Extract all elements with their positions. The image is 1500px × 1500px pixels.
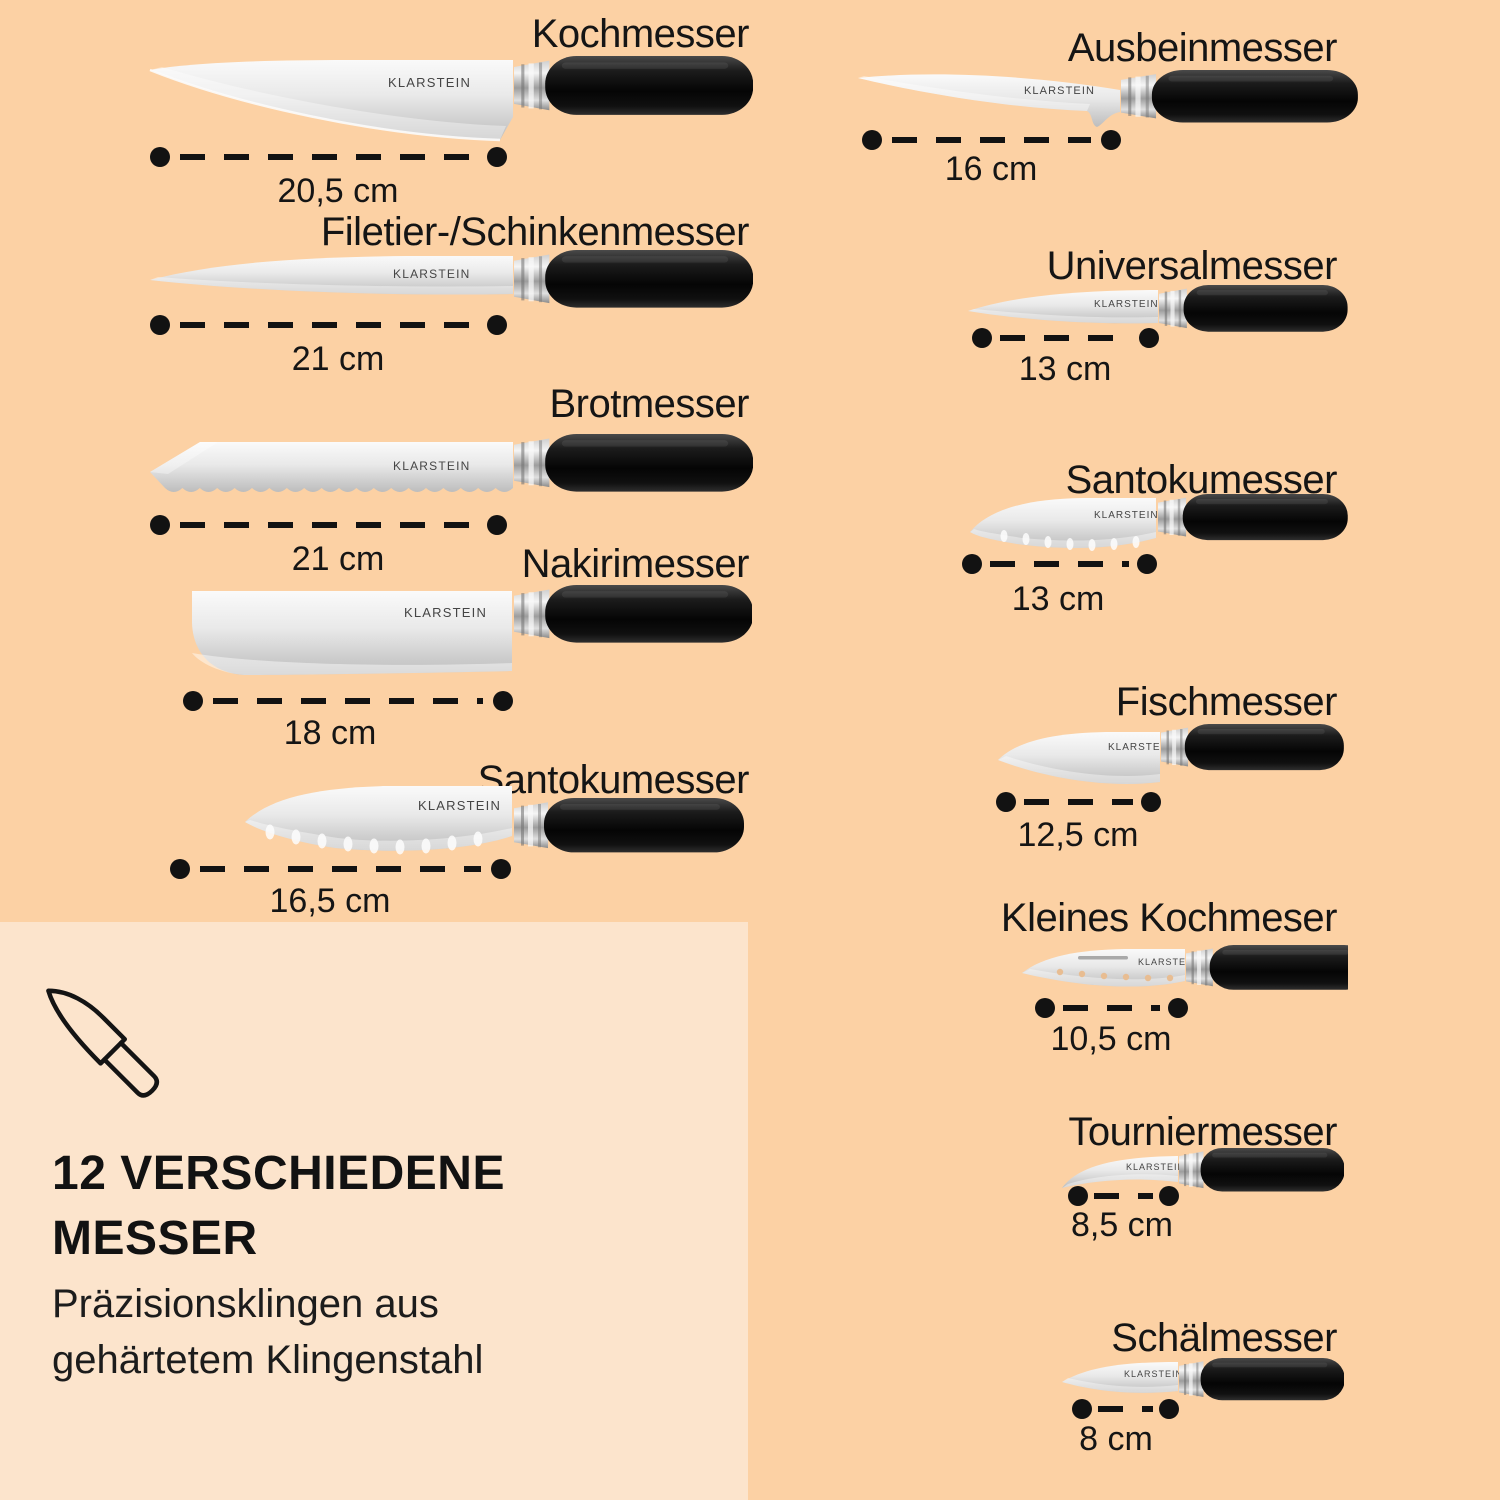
blade-length-label: 8 cm: [1079, 1420, 1153, 1458]
blade-length-label: 13 cm: [1018, 350, 1112, 388]
filleting-knife-image: KLARSTEIN: [150, 250, 753, 308]
blade-length-label: 16,5 cm: [269, 882, 391, 920]
utility-knife-image: KLARSTEIN: [968, 285, 1348, 332]
knife-name-label: Filetier-/Schinkenmesser: [320, 210, 750, 254]
brand-logo-text: KLARSTEIN: [404, 605, 487, 620]
brand-logo-text: KLARSTEIN: [1108, 742, 1173, 753]
boning-knife-image: KLARSTEIN: [858, 70, 1358, 127]
fish-knife-image: KLARSTEIN: [998, 724, 1344, 784]
knife-outline-icon: [46, 988, 160, 1098]
measure-line: [972, 328, 1159, 348]
measure-line: [1072, 1399, 1179, 1419]
measure-line: [150, 315, 507, 335]
knife-name-label: Tourniermesser: [1068, 1110, 1337, 1154]
measure-line: [150, 515, 507, 535]
knife-name-label: Universalmesser: [1046, 244, 1338, 288]
measure-line: [996, 792, 1161, 812]
blade-length-label: 21 cm: [291, 540, 385, 578]
paring-knife-image: KLARSTEIN: [1062, 1358, 1344, 1401]
blade-length-label: 8,5 cm: [1070, 1206, 1174, 1244]
knife-name-label: Brotmesser: [549, 382, 750, 426]
blade-length-label: 13 cm: [1011, 580, 1105, 618]
brand-logo-text: KLARSTEIN: [388, 75, 471, 90]
blade-length-label: 16 cm: [944, 150, 1038, 188]
panel-subtitle: Präzisionsklingen aus gehärtetem Klingen…: [52, 1282, 484, 1382]
small-chef-knife-image: KLARSTEIN: [1022, 945, 1348, 990]
knife-name-label: Schälmesser: [1111, 1316, 1337, 1360]
tourne-knife-image: KLARSTEIN: [1062, 1148, 1344, 1192]
brand-logo-text: KLARSTEIN: [393, 459, 471, 473]
brand-logo-text: KLARSTEIN: [393, 267, 471, 281]
measure-line: [1035, 998, 1188, 1018]
brand-logo-text: KLARSTEIN: [1094, 510, 1159, 521]
blade-length-label: 21 cm: [291, 340, 385, 378]
measure-line: [1068, 1186, 1179, 1206]
brand-logo-text: KLARSTEIN: [418, 798, 501, 813]
measure-line: [170, 859, 511, 879]
measure-line: [962, 554, 1157, 574]
panel-title: 12 VERSCHIEDENE MESSER: [52, 1147, 505, 1265]
santoku-knife-image: KLARSTEIN: [245, 786, 744, 855]
measure-line: [862, 130, 1121, 150]
nakiri-knife-image: KLARSTEIN: [192, 585, 752, 675]
knife-name-label: Kochmesser: [531, 12, 750, 56]
knife-name-label: Kleines Kochmeser: [1000, 896, 1338, 940]
brand-logo-text: KLARSTEIN: [1126, 1162, 1185, 1172]
knife-name-label: Nakirimesser: [521, 542, 750, 586]
knife-name-label: Ausbeinmesser: [1067, 26, 1338, 70]
knife-name-label: Fischmesser: [1115, 680, 1338, 724]
blade-length-label: 18 cm: [283, 714, 377, 752]
blade-length-label: 10,5 cm: [1050, 1020, 1172, 1058]
info-panel: [0, 922, 748, 1500]
brand-logo-text: KLARSTEIN: [1138, 957, 1197, 967]
blade-length-label: 20,5 cm: [277, 172, 399, 210]
brand-logo-text: KLARSTEIN: [1094, 299, 1159, 310]
brand-logo-text: KLARSTEIN: [1124, 1369, 1183, 1379]
blade-length-label: 12,5 cm: [1017, 816, 1139, 854]
measure-line: [183, 691, 513, 711]
brand-logo-text: KLARSTEIN: [1024, 85, 1095, 97]
knife-name-label: Santokumesser: [477, 758, 750, 802]
measure-line: [150, 147, 507, 167]
bread-knife-image: KLARSTEIN: [150, 434, 753, 492]
chef-knife-image: KLARSTEIN: [149, 56, 753, 142]
small-santoku-knife-image: KLARSTEIN: [970, 494, 1348, 551]
